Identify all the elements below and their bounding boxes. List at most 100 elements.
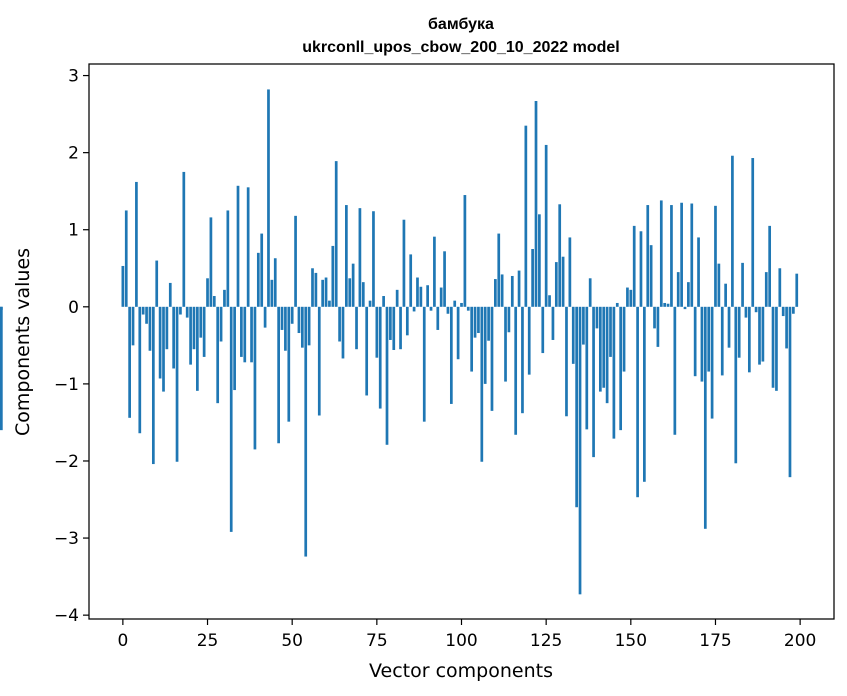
bar — [466, 306, 470, 311]
bar — [229, 306, 233, 532]
bar — [703, 306, 707, 529]
bar — [741, 262, 744, 307]
bar — [714, 205, 717, 307]
bar — [328, 300, 331, 307]
bar — [223, 289, 226, 307]
bars-group — [0, 89, 799, 595]
bar — [290, 306, 294, 324]
bar — [683, 306, 687, 310]
bar — [128, 306, 131, 418]
bar — [189, 306, 192, 365]
bar — [693, 306, 697, 377]
bar — [531, 249, 534, 307]
bar — [707, 306, 711, 372]
x-tick-label: 125 — [530, 631, 562, 651]
x-tick-label: 0 — [117, 631, 128, 651]
bar — [317, 306, 321, 416]
bar — [785, 306, 788, 349]
bar — [141, 306, 145, 315]
bar — [477, 306, 480, 334]
bar — [148, 306, 152, 351]
bar — [626, 287, 629, 307]
bar — [131, 306, 135, 346]
bar — [385, 306, 389, 445]
bar — [314, 272, 318, 307]
x-axis-label: Vector components — [369, 660, 553, 682]
bar — [595, 306, 599, 329]
bar — [670, 205, 673, 307]
bar — [196, 306, 199, 391]
bar — [267, 89, 270, 307]
bar — [179, 306, 182, 315]
bar — [731, 155, 734, 307]
bar — [514, 306, 518, 435]
bar — [378, 306, 382, 409]
bar — [443, 251, 446, 307]
bar — [212, 296, 216, 307]
bar — [768, 225, 772, 307]
bar — [575, 306, 578, 508]
bar — [792, 306, 795, 314]
bar — [778, 268, 782, 307]
bar — [507, 306, 511, 333]
bar — [490, 306, 494, 411]
bar — [300, 306, 304, 348]
bar — [246, 187, 250, 307]
bar — [155, 260, 159, 307]
bar — [321, 279, 325, 307]
bar — [453, 300, 457, 307]
bar — [676, 272, 680, 307]
bar — [629, 289, 633, 307]
x-tick-label: 200 — [784, 631, 816, 651]
bar — [236, 185, 240, 307]
bar — [233, 306, 236, 391]
bar — [365, 306, 369, 396]
bar — [395, 289, 399, 307]
bar — [138, 306, 142, 434]
x-tick-label: 175 — [699, 631, 731, 651]
bar — [124, 210, 128, 307]
bar — [534, 101, 538, 307]
bar — [334, 161, 338, 307]
bar — [588, 278, 592, 307]
bar — [663, 302, 667, 307]
bar — [561, 256, 565, 307]
bar — [250, 306, 253, 363]
bar — [409, 254, 413, 307]
bar — [615, 302, 619, 307]
y-axis-label: Components values — [12, 248, 34, 436]
bar — [185, 306, 189, 318]
bar — [175, 306, 179, 462]
bar — [209, 217, 213, 307]
x-tick-label: 150 — [615, 631, 647, 651]
bar — [643, 306, 646, 482]
bar — [256, 252, 260, 307]
bar — [0, 306, 3, 310]
bar — [351, 263, 355, 307]
bar — [338, 306, 341, 342]
bar — [734, 306, 738, 464]
bar — [162, 306, 165, 392]
bar — [527, 306, 531, 375]
bar — [571, 306, 575, 364]
bar — [358, 208, 362, 307]
bar — [240, 306, 243, 357]
bar — [324, 277, 328, 307]
bar — [673, 306, 677, 435]
bar — [361, 282, 365, 307]
chart-title: бамбука — [428, 16, 494, 33]
y-tick-label: 1 — [68, 221, 79, 241]
bar — [764, 272, 768, 307]
bar — [280, 306, 284, 330]
y-tick-label: −1 — [54, 375, 79, 395]
bar — [446, 306, 450, 314]
bar — [754, 306, 758, 313]
bar — [273, 258, 277, 307]
bar — [639, 231, 643, 307]
bar — [544, 144, 548, 307]
bar — [216, 306, 220, 404]
bar — [439, 287, 443, 307]
bar — [666, 303, 670, 307]
bar — [609, 306, 612, 357]
bar — [548, 295, 551, 307]
